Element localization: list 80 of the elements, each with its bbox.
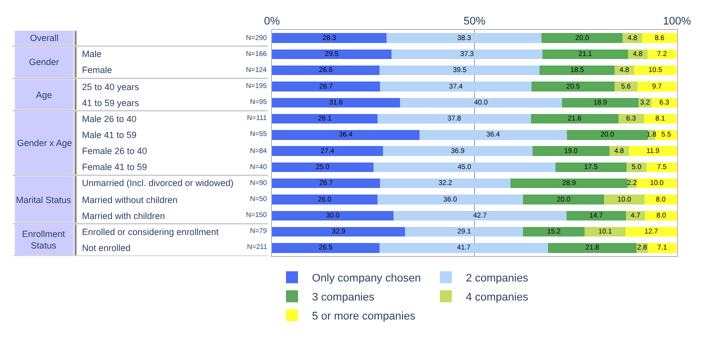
y-tick-label: Enrolled or considering enrollment: [82, 227, 220, 237]
bar: [626, 226, 677, 237]
bar: [566, 210, 626, 220]
x-tick-label: 100%: [662, 16, 692, 28]
y-tick-label: Female 41 to 59: [82, 162, 148, 172]
bar: [628, 146, 677, 156]
bar: [272, 49, 392, 60]
bar: [540, 66, 615, 76]
x-tick-label: 50%: [463, 16, 486, 28]
bar: [382, 146, 532, 156]
bar: [532, 82, 615, 92]
bar: [530, 114, 618, 124]
bar: [272, 146, 383, 156]
bar: [378, 114, 531, 124]
bar: [380, 66, 540, 76]
legend-label: 4 companies: [466, 292, 529, 304]
bar: [380, 82, 532, 92]
bar: [542, 49, 628, 60]
bar: [400, 98, 562, 108]
bar: [644, 194, 677, 204]
y-tick-label: Married with children: [82, 211, 166, 221]
bar: [272, 114, 378, 124]
text: Overall: [30, 33, 59, 43]
legend-label: 2 companies: [466, 272, 529, 285]
bar: [562, 98, 639, 108]
y-tick-label: Female 26 to 40: [82, 146, 148, 156]
y-tick-label: Male: [82, 49, 102, 59]
bar: [272, 162, 374, 172]
bar: [604, 194, 645, 204]
y-tick-label: Unmarried (Incl. divorced or widowed): [82, 178, 234, 188]
bar: [394, 210, 566, 220]
bar: [637, 82, 677, 92]
bar: [272, 130, 420, 140]
bar: [614, 82, 638, 92]
bar: [548, 243, 636, 253]
y-tick-label: Male 41 to 59: [82, 130, 137, 140]
bar: [386, 33, 542, 43]
bar: [272, 82, 380, 92]
bar: [373, 162, 556, 172]
bar: [272, 226, 406, 237]
y-tick-label: 41 to 59 years: [82, 98, 140, 108]
bar: [542, 33, 623, 43]
text: Marital Status: [16, 195, 72, 205]
x-tick-label: 0%: [264, 16, 280, 28]
legend-label: Only company chosen: [312, 272, 421, 285]
bar: [272, 194, 378, 204]
bar: [272, 210, 394, 220]
text: Gender: [29, 57, 60, 67]
bar: [647, 49, 677, 60]
bar: [272, 98, 400, 108]
bar: [523, 226, 585, 237]
bar: [523, 194, 604, 204]
bar: [272, 33, 387, 43]
bar: [532, 146, 610, 156]
text: Enrollment Status: [22, 229, 66, 251]
bar: [556, 162, 626, 172]
legend-label: 5 or more companies: [312, 310, 416, 323]
y-tick-label: Married without children: [82, 195, 178, 205]
bar: [272, 66, 380, 76]
legend-label: 3 companies: [312, 292, 375, 304]
bar: [566, 130, 648, 140]
bar: [646, 162, 677, 172]
bar: [272, 243, 380, 253]
bar: [405, 226, 524, 237]
bar: [584, 226, 626, 237]
bar: [380, 178, 511, 188]
bar: [377, 194, 524, 204]
text: Gender x Age: [17, 138, 72, 148]
bar: [391, 49, 543, 60]
text: Age: [36, 90, 52, 100]
y-tick-label: Not enrolled: [82, 243, 131, 253]
bar: [642, 33, 677, 43]
bar: [419, 130, 567, 140]
bar: [510, 178, 628, 188]
bar: [379, 243, 548, 253]
bar: [648, 243, 677, 253]
bar: [272, 178, 380, 188]
y-tick-label: Female: [82, 65, 112, 75]
y-tick-label: 25 to 40 years: [82, 82, 140, 92]
y-tick-label: Male 26 to 40: [82, 114, 137, 124]
